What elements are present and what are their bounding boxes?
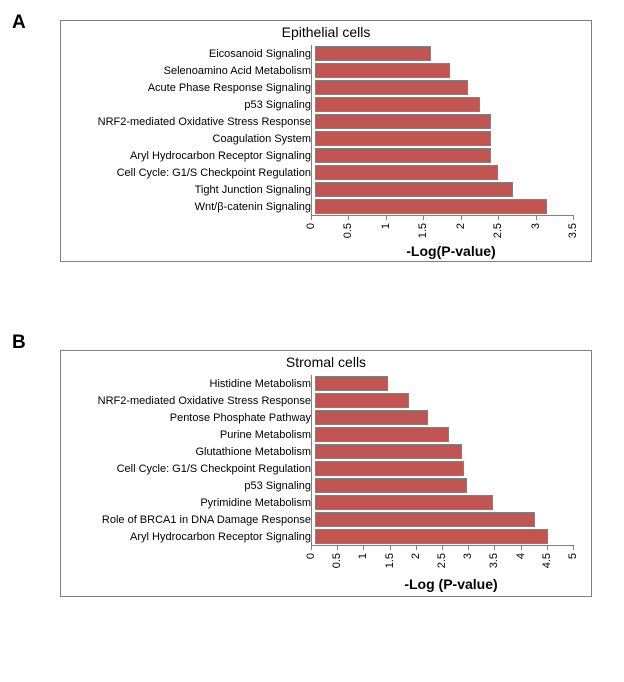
bar-fill [315, 461, 464, 476]
bar-row: Coagulation System [61, 130, 581, 147]
bar-row: Aryl Hydrocarbon Receptor Signaling [61, 528, 581, 545]
bar-row: NRF2-mediated Oxidative Stress Response [61, 392, 581, 409]
tick-label: 2 [455, 223, 467, 229]
bar-label: NRF2-mediated Oxidative Stress Response [61, 116, 315, 128]
tick-label: 3 [462, 553, 474, 559]
bar-fill [315, 376, 388, 391]
bar-row: Pentose Phosphate Pathway [61, 409, 581, 426]
bar-label: Aryl Hydrocarbon Receptor Signaling [61, 531, 315, 543]
tick-label: 2.5 [492, 223, 504, 238]
bar-fill [315, 148, 491, 163]
bar-row: Wnt/β-catenin Signaling [61, 198, 581, 215]
bar-label: Purine Metabolism [61, 429, 315, 441]
bar-row: p53 Signaling [61, 477, 581, 494]
chart-b-xlabel: -Log (P-value) [321, 576, 581, 592]
panel-a-label: A [12, 12, 26, 34]
bar-label: Selenoamino Acid Metabolism [61, 65, 315, 77]
bar-fill [315, 427, 449, 442]
bar-row: Purine Metabolism [61, 426, 581, 443]
tick-label: 0 [305, 553, 317, 559]
bar-label: Pyrimidine Metabolism [61, 497, 315, 509]
bar-label: Eicosanoid Signaling [61, 48, 315, 60]
bar-row: p53 Signaling [61, 96, 581, 113]
bar-fill [315, 512, 535, 527]
bar-row: Tight Junction Signaling [61, 181, 581, 198]
chart-a-plot: Eicosanoid Signaling Selenoamino Acid Met… [61, 45, 581, 215]
bar-fill [315, 478, 467, 493]
bar-row: NRF2-mediated Oxidative Stress Response [61, 113, 581, 130]
bar-row: Acute Phase Response Signaling [61, 79, 581, 96]
bar-row: Cell Cycle: G1/S Checkpoint Regulation [61, 164, 581, 181]
bar-label: Cell Cycle: G1/S Checkpoint Regulation [61, 167, 315, 179]
bar-label: Acute Phase Response Signaling [61, 82, 315, 94]
tick-label: 2 [410, 553, 422, 559]
bar-fill [315, 131, 491, 146]
tick-label: 3 [530, 223, 542, 229]
tick-label: 1.5 [384, 553, 396, 568]
bar-row: Glutathione Metabolism [61, 443, 581, 460]
chart-stromal: Stromal cells Histidine Metabolism NRF2-m… [60, 350, 592, 597]
tick-label: 1 [380, 223, 392, 229]
tick-label: 1.5 [417, 223, 429, 238]
tick-label: 0.5 [331, 553, 343, 568]
bar-row: Cell Cycle: G1/S Checkpoint Regulation [61, 460, 581, 477]
panel-b-label: B [12, 332, 26, 354]
bar-label: Pentose Phosphate Pathway [61, 412, 315, 424]
bar-fill [315, 495, 493, 510]
tick-label: 1 [357, 553, 369, 559]
chart-a-title: Epithelial cells [61, 24, 591, 40]
bar-fill [315, 410, 428, 425]
bar-fill [315, 529, 548, 544]
bar-fill [315, 63, 450, 78]
tick-label: 4 [515, 553, 527, 559]
bar-label: Glutathione Metabolism [61, 446, 315, 458]
chart-epithelial: Epithelial cells Eicosanoid Signaling Sel… [60, 20, 592, 262]
bar-fill [315, 80, 468, 95]
tick-label: 2.5 [436, 553, 448, 568]
chart-b-plot: Histidine Metabolism NRF2-mediated Oxidat… [61, 375, 581, 545]
tick-label: 3.5 [567, 223, 579, 238]
bar-fill [315, 97, 480, 112]
bar-label: Coagulation System [61, 133, 315, 145]
bar-label: Cell Cycle: G1/S Checkpoint Regulation [61, 463, 315, 475]
tick-label: 0 [305, 223, 317, 229]
bar-fill [315, 182, 513, 197]
bar-label: Wnt/β-catenin Signaling [61, 201, 315, 213]
tick-label: 4.5 [541, 553, 553, 568]
chart-b-title: Stromal cells [61, 354, 591, 370]
tick-label: 5 [567, 553, 579, 559]
bar-fill [315, 444, 462, 459]
bar-row: Role of BRCA1 in DNA Damage Response [61, 511, 581, 528]
bar-label: Aryl Hydrocarbon Receptor Signaling [61, 150, 315, 162]
bar-label: Histidine Metabolism [61, 378, 315, 390]
bar-label: Tight Junction Signaling [61, 184, 315, 196]
bar-row: Selenoamino Acid Metabolism [61, 62, 581, 79]
bar-fill [315, 165, 498, 180]
bar-label: p53 Signaling [61, 480, 315, 492]
bar-fill [315, 114, 491, 129]
bar-row: Eicosanoid Signaling [61, 45, 581, 62]
chart-a-xlabel: -Log(P-value) [321, 243, 581, 259]
tick-label: 3.5 [488, 553, 500, 568]
bar-row: Histidine Metabolism [61, 375, 581, 392]
bar-label: p53 Signaling [61, 99, 315, 111]
bar-fill [315, 46, 431, 61]
bar-label: NRF2-mediated Oxidative Stress Response [61, 395, 315, 407]
bar-fill [315, 199, 547, 214]
bar-row: Aryl Hydrocarbon Receptor Signaling [61, 147, 581, 164]
bar-row: Pyrimidine Metabolism [61, 494, 581, 511]
tick-label: 0.5 [342, 223, 354, 238]
bar-fill [315, 393, 409, 408]
bar-label: Role of BRCA1 in DNA Damage Response [61, 514, 315, 526]
